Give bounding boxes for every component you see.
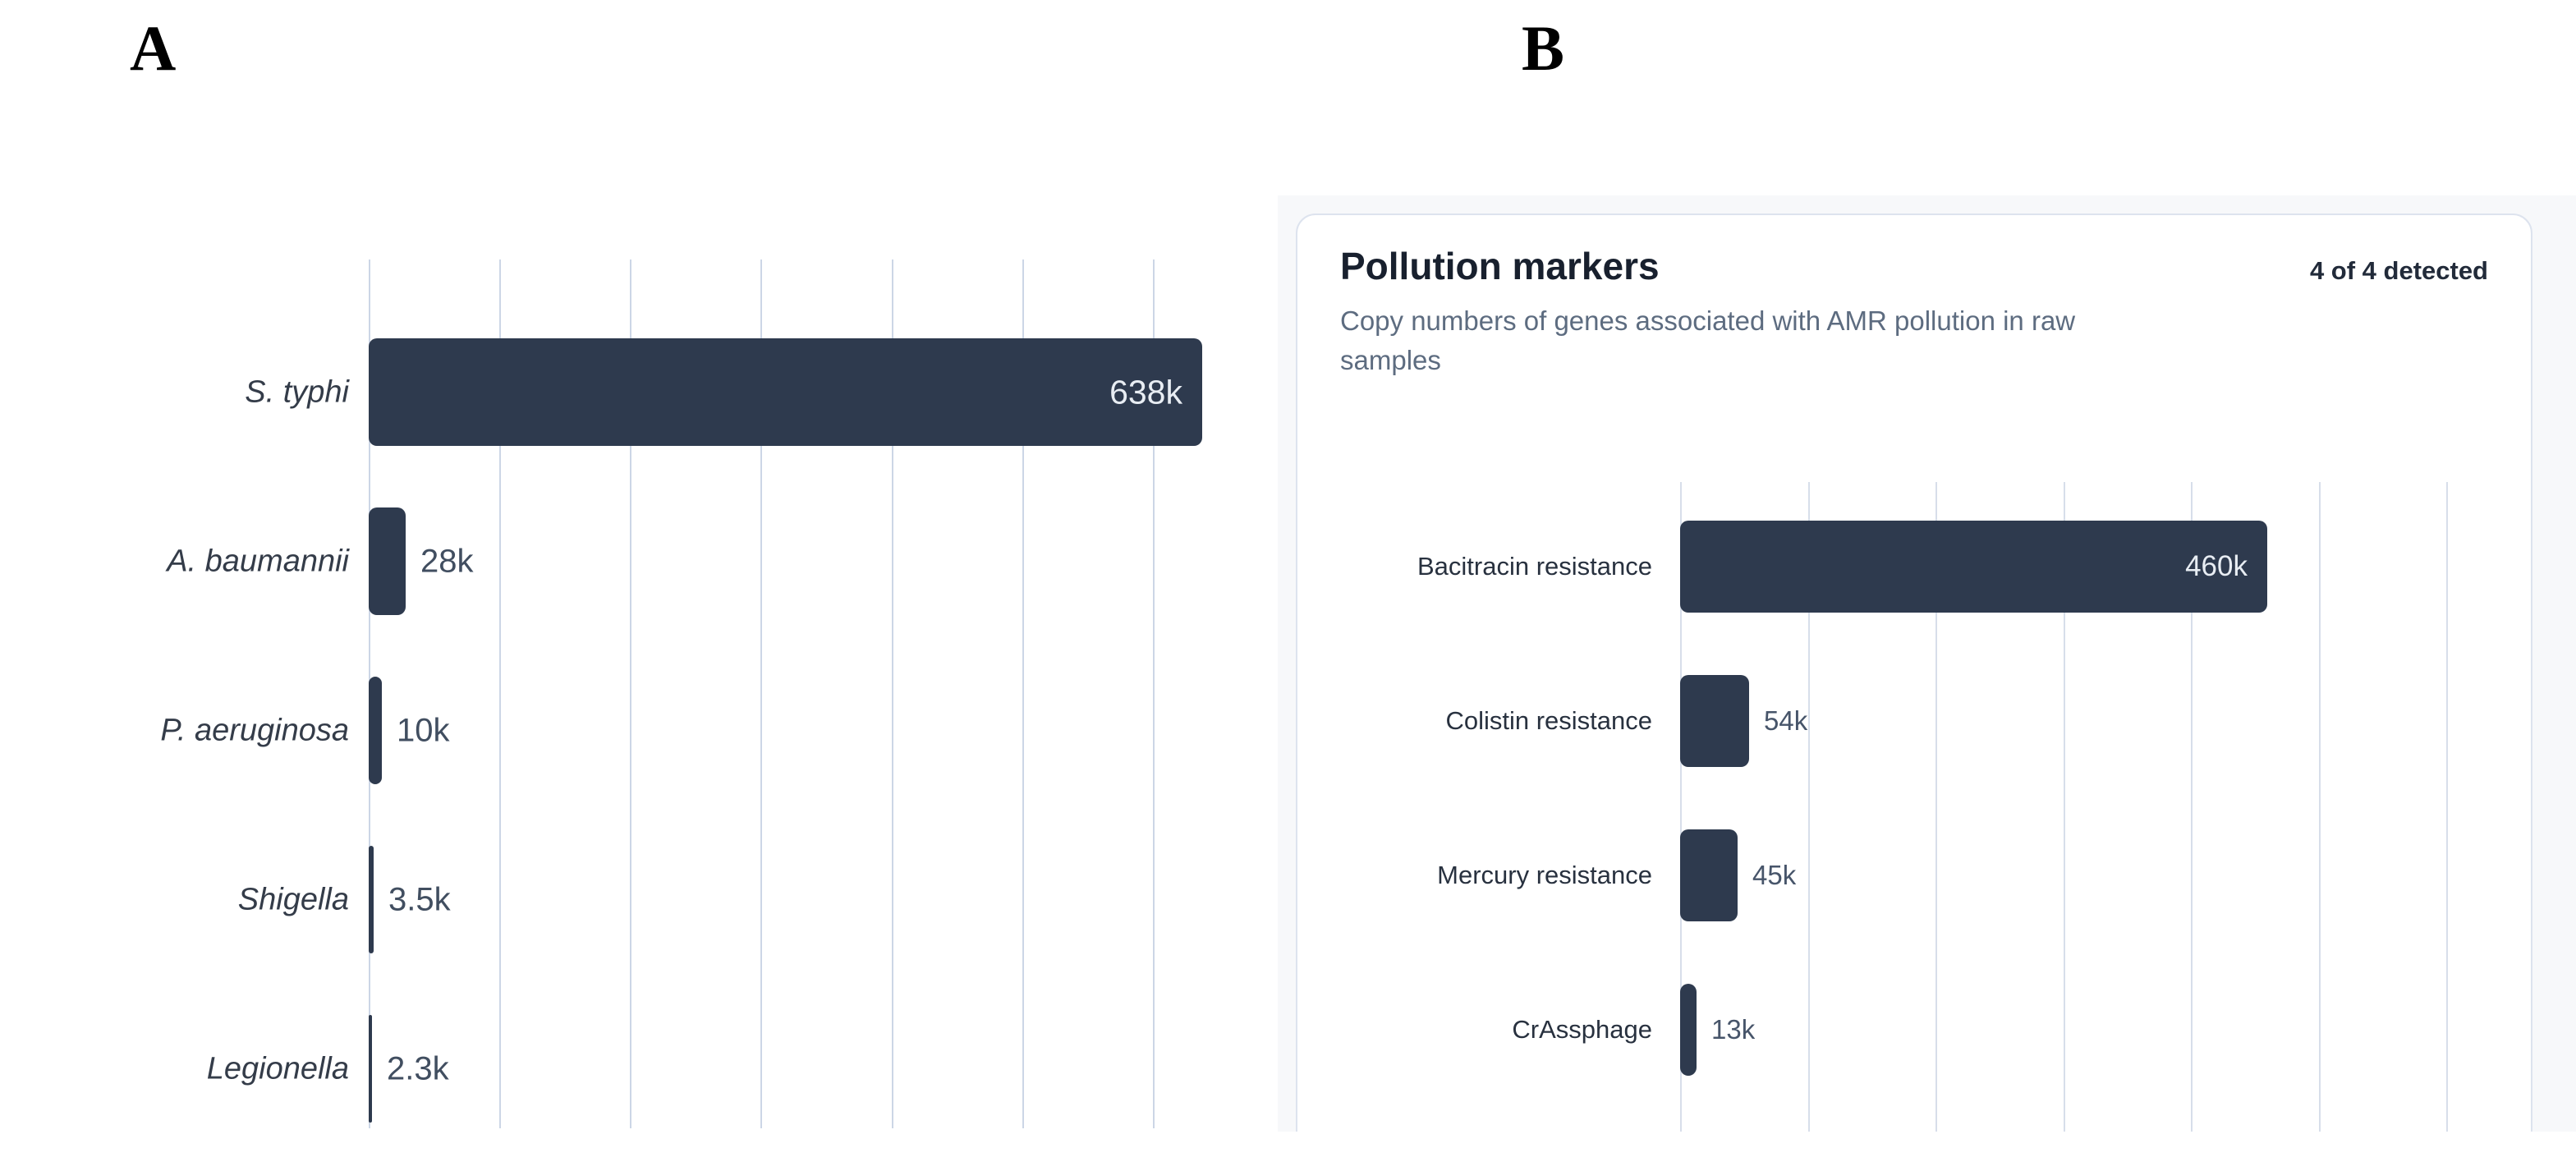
bar-row: A. baumannii 28k <box>167 507 1297 615</box>
value-label: 638k <box>1109 373 1182 411</box>
gridline <box>499 259 501 1128</box>
gridline <box>892 259 893 1128</box>
category-label: Colistin resistance <box>1445 706 1652 735</box>
bar-row: Colistin resistance 54k <box>1445 675 2501 767</box>
panel-b-letter: B <box>1522 12 1565 84</box>
category-label: CrAssphage <box>1512 1015 1652 1044</box>
bar <box>369 677 382 784</box>
card-subtitle: Copy numbers of genes associated with AM… <box>1340 305 2076 375</box>
bar-row: Mercury resistance 45k <box>1437 829 2501 921</box>
gridline <box>2191 482 2193 1132</box>
bar-row: Bacitracin resistance 460k <box>1417 521 2501 613</box>
gridline <box>760 259 762 1128</box>
value-label: 2.3k <box>387 1050 449 1086</box>
bar <box>369 1015 372 1123</box>
bar-row: P. aeruginosa 10k <box>160 677 1297 784</box>
bar <box>1680 984 1697 1076</box>
panel-b-backdrop: Pollution markers 4 of 4 detected Copy n… <box>1278 195 2576 1132</box>
bar-row: Legionella 2.3k <box>207 1015 1297 1123</box>
gridline <box>1153 259 1155 1128</box>
gridline <box>2446 482 2448 1132</box>
category-label: P. aeruginosa <box>160 713 349 747</box>
category-label: S. typhi <box>245 374 349 409</box>
bar: 460k <box>1680 521 2267 613</box>
pollution-markers-card: Pollution markers 4 of 4 detected Copy n… <box>1296 214 2532 1132</box>
card-header: Pollution markers 4 of 4 detected <box>1297 215 2531 288</box>
bar <box>369 846 374 953</box>
gridline <box>1022 259 1024 1128</box>
category-label: Bacitracin resistance <box>1417 552 1652 581</box>
value-label: 13k <box>1711 1014 1756 1045</box>
gridline <box>2319 482 2321 1132</box>
gridline <box>630 259 631 1128</box>
card-title: Pollution markers <box>1340 245 1660 287</box>
value-label: 460k <box>2185 550 2248 582</box>
bar-row: Shigella 3.5k <box>238 846 1297 953</box>
bar <box>1680 675 1749 767</box>
bar <box>1680 829 1738 921</box>
value-label: 10k <box>397 712 450 748</box>
panel-a-chart: S. typhi 638k A. baumannii 28k P. aeruginosa… <box>160 259 1297 1128</box>
value-label: 54k <box>1764 705 1808 736</box>
value-label: 3.5k <box>388 881 451 917</box>
gridline <box>1680 482 1682 1132</box>
value-label: 28k <box>420 543 474 579</box>
category-label: Mercury resistance <box>1437 861 1652 889</box>
bar-row: CrAssphage 13k <box>1512 984 2501 1076</box>
bar-row: S. typhi 638k <box>245 338 1297 446</box>
value-label: 45k <box>1752 860 1797 890</box>
gridline <box>1808 482 1810 1132</box>
category-label: Legionella <box>206 1051 349 1086</box>
detected-count-badge: 4 of 4 detected <box>2309 256 2488 285</box>
category-label: A. baumannii <box>167 544 349 578</box>
category-label: Shigella <box>237 882 349 916</box>
panel-a-letter: A <box>130 12 177 84</box>
panel-b-chart: Bacitracin resistance 460k Colistin resist… <box>1417 482 2501 1132</box>
bar: 638k <box>369 338 1202 446</box>
bar <box>369 507 406 615</box>
gridline <box>2064 482 2065 1132</box>
gridline <box>1935 482 1937 1132</box>
